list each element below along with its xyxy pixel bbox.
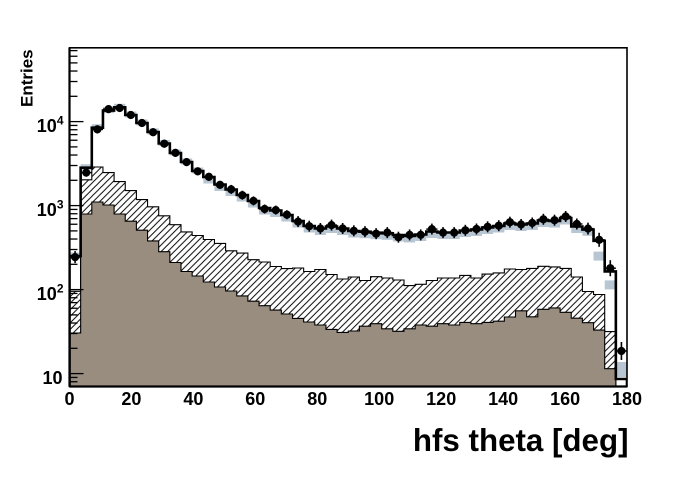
svg-text:60: 60 [245,389,265,409]
svg-text:20: 20 [121,389,141,409]
svg-text:0: 0 [64,389,74,409]
svg-text:Entries: Entries [18,49,37,107]
svg-text:160: 160 [550,389,580,409]
svg-text:120: 120 [426,389,456,409]
svg-text:hfs theta [deg]: hfs theta [deg] [413,423,629,458]
svg-text:100: 100 [364,389,394,409]
svg-text:180: 180 [612,389,642,409]
svg-text:40: 40 [183,389,203,409]
svg-text:140: 140 [488,389,518,409]
svg-text:80: 80 [307,389,327,409]
svg-text:10: 10 [42,368,62,388]
